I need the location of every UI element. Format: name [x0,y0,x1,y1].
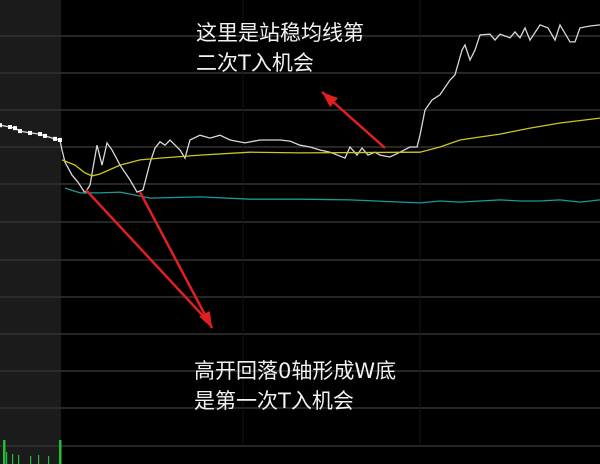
volume-bar [3,440,6,464]
premarket-price-point [38,132,42,137]
annotation-top-line-1: 这里是站稳均线第 [196,21,364,45]
volume-bar [30,456,32,464]
premarket-price-point [18,129,22,134]
premarket-price-point [53,136,57,141]
annotation-bottom: 高开回落0轴形成W底 是第一次T入机会 [194,356,396,416]
premarket-background [0,0,61,464]
arrow-w-right-head [199,311,212,328]
volume-bar [6,452,8,464]
annotation-top: 这里是站稳均线第 二次T入机会 [196,18,364,78]
premarket-price-point [13,126,17,131]
arrow-w-right-shaft [138,191,214,329]
premarket-price-point [58,137,62,142]
volume-bar [38,455,40,464]
average-line [61,117,600,177]
premarket-price-point [43,133,47,138]
premarket-price-point [8,125,12,130]
volume-bar [48,456,50,464]
volume-bar [59,440,62,464]
arrow-average-line-head [322,92,338,108]
indicator-line [64,187,600,204]
arrow-w-left-shaft [85,189,206,319]
volume-bar [18,455,20,464]
annotation-bottom-line-2: 是第一次T入机会 [194,389,354,413]
premarket-price-point [0,123,2,128]
premarket-price-point [28,130,32,135]
annotation-top-line-2: 二次T入机会 [196,51,314,75]
annotation-bottom-line-1: 高开回落0轴形成W底 [194,359,397,383]
price-line [0,23,600,195]
volume-bar [12,454,14,464]
